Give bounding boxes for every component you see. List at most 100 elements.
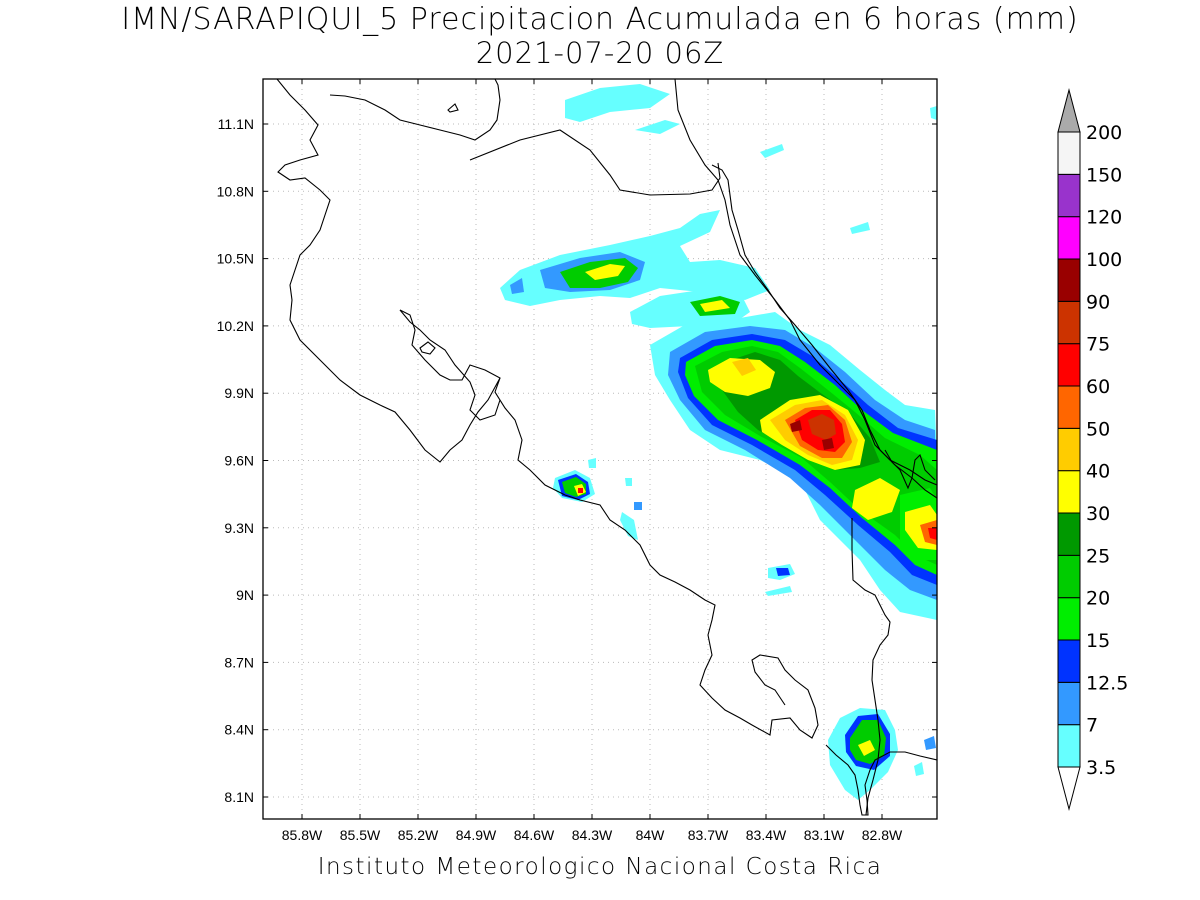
colorbar-label: 60 xyxy=(1086,376,1110,398)
colorbar: 3.5 7 12.5 15 20 25 30 40 50 60 75 90 100 120 150 200 xyxy=(1057,88,1128,811)
rain-cell-northern-band xyxy=(500,84,870,306)
colorbar-swatch xyxy=(1057,258,1081,302)
costa-rica-panama-border xyxy=(851,518,891,816)
colorbar-label: 200 xyxy=(1086,122,1122,144)
colorbar-swatch xyxy=(1057,681,1081,726)
lon-tick-label: 85.8W xyxy=(282,827,323,843)
rain-contour-30 xyxy=(852,478,900,520)
rain-contour-90 xyxy=(790,420,802,432)
rain-contour-3-5 xyxy=(765,586,792,596)
rain-contour-90 xyxy=(822,438,834,450)
longitude-axis: 85.8W 85.5W 85.2W 84.9W 84.6W 84.3W 84W 83.7W 83… xyxy=(282,79,903,843)
rain-contour-3-5 xyxy=(565,84,670,122)
rain-contour-75 xyxy=(808,414,836,440)
colorbar-swatch xyxy=(1057,512,1081,556)
lon-tick-label: 83.1W xyxy=(804,827,845,843)
colorbar-label: 90 xyxy=(1086,291,1110,313)
colorbar-swatch xyxy=(1057,639,1081,683)
lon-tick-label: 84.3W xyxy=(572,827,613,843)
lat-tick-label: 9.9N xyxy=(224,385,254,401)
rain-contour-3-5 xyxy=(914,762,924,776)
colorbar-swatch xyxy=(1057,300,1081,345)
colorbar-label: 25 xyxy=(1086,545,1110,567)
colorbar-swatch xyxy=(1057,470,1081,514)
rain-contour-7 xyxy=(510,278,524,294)
rain-contour-3-5 xyxy=(625,478,632,486)
map-frame xyxy=(262,78,938,820)
lat-tick-label: 8.4N xyxy=(224,722,254,738)
lat-tick-label: 8.1N xyxy=(224,789,254,805)
lat-tick-label: 10.5N xyxy=(217,251,254,267)
latitude-axis: 11.1N 10.8N 10.5N 10.2N 9.9N 9.6N 9.3N 9N 8.7N 8.… xyxy=(217,116,937,805)
map-subtitle-date: 2021-07-20 06Z xyxy=(475,36,725,70)
lon-tick-label: 84.9W xyxy=(456,827,497,843)
precipitation-shading xyxy=(500,84,937,800)
lon-tick-label: 83.4W xyxy=(746,827,787,843)
nicaragua-costa-rica-border xyxy=(329,79,501,141)
lon-tick-label: 85.5W xyxy=(340,827,381,843)
coastlines-and-borders xyxy=(276,79,937,816)
lat-tick-label: 9N xyxy=(236,587,254,603)
colorbar-over-arrow xyxy=(1057,88,1081,133)
colorbar-label: 15 xyxy=(1086,630,1110,652)
rain-contour-3-5 xyxy=(588,458,596,468)
rain-cell-main-system xyxy=(650,312,937,620)
footer-credit: Instituto Meteorologico Nacional Costa R… xyxy=(317,854,883,880)
rain-contour-3-5 xyxy=(850,222,870,234)
nicoya-peninsula-coast xyxy=(399,309,819,739)
colorbar-swatch xyxy=(1057,343,1081,387)
colorbar-swatch xyxy=(1057,427,1081,472)
rain-cell-central xyxy=(630,290,750,328)
burica-peninsula xyxy=(825,744,937,816)
rain-contour-3-5 xyxy=(620,512,638,540)
colorbar-swatch xyxy=(1057,216,1081,260)
rain-contour-7 xyxy=(924,736,936,750)
colorbar-label: 100 xyxy=(1086,249,1122,271)
colorbar-label: 20 xyxy=(1086,588,1110,610)
rain-contour-3-5 xyxy=(930,106,937,120)
lat-tick-label: 9.6N xyxy=(224,453,254,469)
lat-tick-label: 8.7N xyxy=(224,654,254,670)
colorbar-label: 75 xyxy=(1086,334,1110,356)
rain-contour-12-5 xyxy=(776,568,790,576)
colorbar-label: 150 xyxy=(1086,164,1122,186)
rain-contour-30 xyxy=(585,264,625,280)
rain-contour-60 xyxy=(578,488,583,493)
colorbar-swatch xyxy=(1057,385,1081,429)
colorbar-label: 30 xyxy=(1086,503,1110,525)
rain-cell-interior-south xyxy=(765,564,795,596)
nicaragua-lake-border xyxy=(469,129,721,196)
colorbar-label: 120 xyxy=(1086,207,1122,229)
lon-tick-label: 84W xyxy=(636,827,666,843)
rain-contour-60 xyxy=(928,528,937,540)
colorbar-swatch xyxy=(1057,724,1081,768)
rain-contour-7 xyxy=(634,502,642,510)
rain-contour-3-5 xyxy=(635,120,680,134)
rain-contour-30 xyxy=(858,740,875,756)
rain-contour-30 xyxy=(700,300,730,312)
chira-island xyxy=(419,341,436,355)
panama-border xyxy=(884,449,936,490)
rain-contour-30 xyxy=(708,358,775,396)
colorbar-label: 40 xyxy=(1086,461,1110,483)
caribbean-coast xyxy=(711,164,937,499)
nicaragua-pacific-coast xyxy=(276,79,501,463)
rain-contour-40 xyxy=(732,358,756,376)
lon-tick-label: 85.2W xyxy=(398,827,439,843)
lat-tick-label: 11.1N xyxy=(218,116,254,132)
colorbar-label: 7 xyxy=(1086,715,1098,737)
lat-tick-label: 9.3N xyxy=(224,520,254,536)
rain-cell-pacific-coast xyxy=(553,458,642,540)
colorbar-label: 12.5 xyxy=(1086,672,1128,694)
colorbar-label: 50 xyxy=(1086,418,1110,440)
colorbar-swatch xyxy=(1057,597,1081,641)
colorbar-swatch xyxy=(1057,554,1081,599)
small-island-north xyxy=(447,103,459,113)
lon-tick-label: 83.7W xyxy=(688,827,729,843)
colorbar-swatch xyxy=(1057,173,1081,218)
lon-tick-label: 84.6W xyxy=(514,827,555,843)
lat-tick-label: 10.2N xyxy=(217,318,254,334)
colorbar-under-arrow xyxy=(1057,766,1081,811)
colorbar-label: 3.5 xyxy=(1086,757,1116,779)
